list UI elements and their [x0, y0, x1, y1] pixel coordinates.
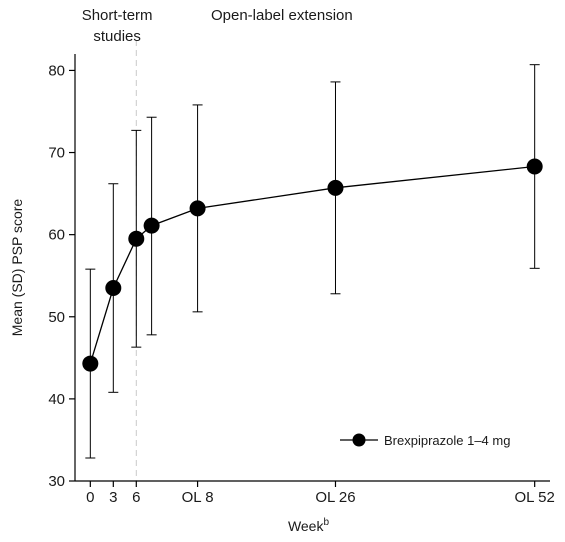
- axes: 30 40 50 60 70 80 0 3 6 OL 8 OL 26 OL 52 Weekb Mean (…: [9, 54, 555, 534]
- data-point: [526, 158, 543, 175]
- legend: Brexpiprazole 1–4 mg: [340, 433, 510, 448]
- x-tick-label: 3: [109, 489, 117, 506]
- x-axis-title: Weekb: [288, 517, 330, 534]
- series-layer: [82, 64, 543, 459]
- phase-label: Open-label extension: [211, 7, 353, 24]
- x-tick-label: OL 52: [515, 489, 555, 506]
- data-point: [189, 200, 206, 217]
- data-point: [143, 217, 160, 234]
- y-tick-label: 40: [48, 391, 65, 408]
- y-tick-label: 60: [48, 227, 65, 244]
- phase-label: studies: [93, 28, 141, 45]
- x-tick-label: 6: [132, 489, 140, 506]
- data-point: [327, 179, 344, 196]
- data-point: [105, 280, 122, 297]
- data-point: [82, 355, 99, 372]
- y-axis-title: Mean (SD) PSP score: [9, 199, 25, 337]
- x-tick-label: OL 8: [182, 489, 214, 506]
- y-tick-label: 80: [48, 62, 65, 79]
- legend-label: Brexpiprazole 1–4 mg: [384, 433, 510, 448]
- legend-marker: [352, 433, 366, 447]
- y-tick-label: 30: [48, 473, 65, 490]
- x-axis-title-superscript: b: [323, 517, 329, 528]
- y-tick-label: 50: [48, 309, 65, 326]
- phase-label: Short-term: [82, 7, 153, 24]
- x-tick-label: 0: [86, 489, 94, 506]
- y-tick-label: 70: [48, 145, 65, 162]
- series-line: [89, 165, 535, 364]
- data-point: [128, 230, 145, 247]
- x-tick-label: OL 26: [315, 489, 355, 506]
- phase-layer: Short-term studies Open-label extension: [82, 7, 353, 481]
